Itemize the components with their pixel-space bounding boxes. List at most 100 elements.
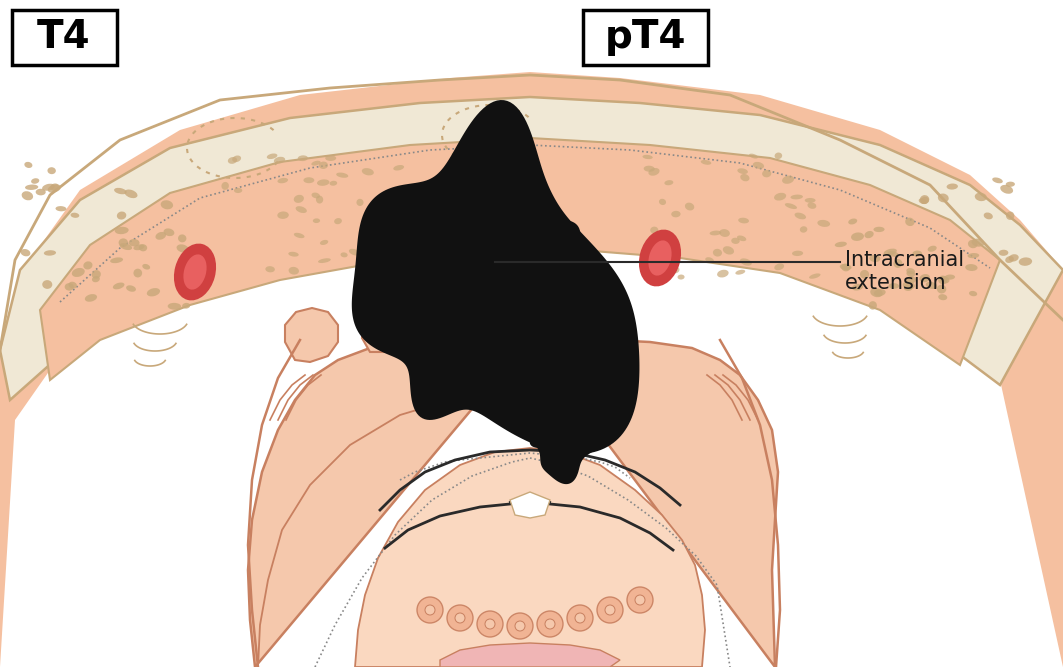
Ellipse shape [365,258,374,265]
Ellipse shape [644,165,655,172]
Circle shape [425,605,435,615]
Ellipse shape [809,273,821,279]
Ellipse shape [794,213,806,219]
Ellipse shape [142,264,150,269]
Ellipse shape [1006,256,1014,263]
Ellipse shape [139,244,147,251]
Ellipse shape [124,189,137,198]
Ellipse shape [161,200,173,209]
Ellipse shape [85,294,97,301]
Ellipse shape [998,249,1009,256]
Ellipse shape [870,255,880,262]
Polygon shape [455,255,578,450]
Circle shape [477,611,503,637]
Ellipse shape [43,183,54,191]
Ellipse shape [126,285,136,291]
Ellipse shape [274,157,285,163]
Ellipse shape [705,257,714,263]
Circle shape [514,621,525,631]
Ellipse shape [20,249,31,256]
Ellipse shape [967,253,979,258]
FancyBboxPatch shape [583,10,708,65]
Ellipse shape [740,174,749,181]
Ellipse shape [168,303,181,309]
Ellipse shape [44,250,56,255]
Ellipse shape [648,168,659,175]
Ellipse shape [134,269,142,277]
Ellipse shape [382,207,392,211]
Ellipse shape [313,218,320,223]
Ellipse shape [334,218,342,224]
Ellipse shape [848,219,857,225]
Polygon shape [393,237,536,361]
Ellipse shape [317,179,330,186]
Ellipse shape [320,240,328,245]
Ellipse shape [164,228,174,236]
Ellipse shape [939,294,947,300]
Polygon shape [500,251,626,409]
Ellipse shape [893,259,902,268]
Ellipse shape [311,193,320,198]
Ellipse shape [774,193,787,201]
Ellipse shape [48,184,61,193]
Ellipse shape [762,170,772,177]
Ellipse shape [782,175,794,184]
Ellipse shape [992,177,1002,183]
Ellipse shape [232,155,241,162]
Ellipse shape [685,203,694,211]
Polygon shape [381,185,555,356]
Ellipse shape [799,226,807,233]
Polygon shape [362,308,405,352]
Ellipse shape [983,213,993,219]
Ellipse shape [792,251,804,256]
Ellipse shape [356,199,364,206]
Circle shape [507,613,533,639]
Ellipse shape [940,276,949,283]
Circle shape [575,613,585,623]
Ellipse shape [969,291,977,296]
Ellipse shape [50,183,58,191]
Ellipse shape [912,251,922,257]
Ellipse shape [36,189,46,195]
Polygon shape [440,643,620,667]
Ellipse shape [723,246,735,255]
Polygon shape [419,183,589,340]
Ellipse shape [120,243,132,250]
Ellipse shape [906,217,914,226]
Ellipse shape [834,241,847,247]
Ellipse shape [775,153,782,159]
Ellipse shape [178,234,186,242]
Polygon shape [0,97,1063,400]
Ellipse shape [330,181,337,185]
Ellipse shape [907,271,915,277]
Ellipse shape [267,153,277,159]
Ellipse shape [968,240,978,248]
Circle shape [627,587,653,613]
Ellipse shape [175,245,215,299]
Ellipse shape [1006,211,1014,220]
Ellipse shape [864,231,874,238]
Ellipse shape [874,289,885,296]
Ellipse shape [296,206,307,213]
Ellipse shape [817,220,830,227]
Ellipse shape [945,275,955,279]
Ellipse shape [677,275,685,279]
Ellipse shape [737,235,746,241]
Ellipse shape [671,211,680,217]
Ellipse shape [72,268,85,277]
Ellipse shape [398,215,409,220]
Ellipse shape [784,203,797,209]
Ellipse shape [277,178,288,183]
Text: T4: T4 [37,18,90,56]
Ellipse shape [115,227,129,234]
Ellipse shape [349,249,360,255]
Ellipse shape [376,208,387,213]
Ellipse shape [926,281,938,289]
Ellipse shape [740,258,752,265]
Ellipse shape [851,284,863,291]
Circle shape [448,605,473,631]
Ellipse shape [659,199,667,205]
Polygon shape [524,345,536,378]
Ellipse shape [68,281,77,289]
Ellipse shape [791,195,803,199]
